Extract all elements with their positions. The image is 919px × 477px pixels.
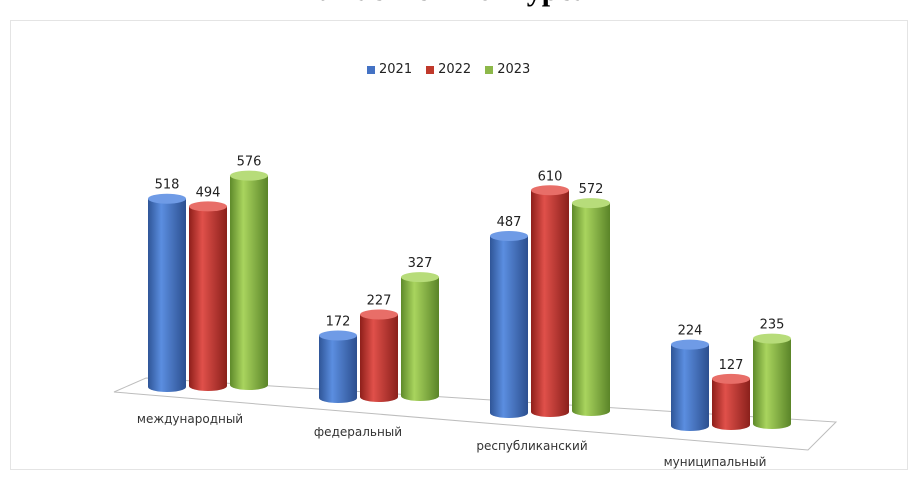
data-label: 172 [326,314,351,329]
bar-top [671,339,709,350]
category-label: федеральный [314,425,402,439]
bar-body [572,203,610,416]
legend: 2021 2022 2023 [367,62,530,77]
bar-body [230,175,268,390]
bar-2023-3 [753,333,791,429]
legend-item-2022: 2022 [426,62,471,77]
bar-body [531,190,569,417]
category-label: республиканский [476,439,587,453]
bar-top [189,201,227,212]
data-label: 572 [579,182,604,197]
bar-body [189,206,227,391]
bar-body [671,344,709,431]
bar-2023-0 [230,170,268,390]
bar-top [572,198,610,209]
bar-2023-2 [572,198,610,416]
legend-item-2023: 2023 [485,62,530,77]
bar-2021-1 [319,330,357,403]
bar-body [712,378,750,430]
bar-top [490,230,528,241]
bar-top [401,272,439,283]
data-label: 494 [196,185,221,200]
category-label: муниципальный [664,455,767,469]
bar-2022-0 [189,201,227,391]
legend-label-2023: 2023 [497,62,531,77]
page-title: Участие в конкурсах [0,0,919,8]
bar-2022-2 [531,185,569,417]
bar-top [230,170,268,181]
data-label: 224 [678,324,703,339]
data-label: 576 [237,155,262,170]
data-label: 327 [408,256,433,271]
bar-2022-3 [712,373,750,430]
data-label: 487 [497,215,522,230]
bar-top [148,193,186,204]
category-label: международный [137,412,243,426]
data-label: 518 [155,178,180,193]
bar-body [148,198,186,392]
data-label: 227 [367,293,392,308]
bar-body [490,235,528,418]
bar-body [360,314,398,402]
data-label: 235 [760,318,785,333]
bar-2022-1 [360,309,398,402]
bar-top [712,373,750,384]
bar-body [753,338,791,429]
bar-top [319,330,357,341]
legend-label-2021: 2021 [379,62,413,77]
legend-swatch-2022 [426,65,435,74]
bar-2023-1 [401,272,439,401]
data-label: 610 [538,169,563,184]
legend-swatch-2023 [485,65,494,74]
data-label: 127 [719,358,744,373]
legend-item-2021: 2021 [367,62,412,77]
bar-top [360,309,398,320]
bar-2021-0 [148,193,186,392]
bar-body [319,335,357,403]
bar-body [401,277,439,401]
chart-area [10,20,908,470]
bar-top [753,333,791,344]
legend-label-2022: 2022 [438,62,472,77]
legend-swatch-2021 [367,65,375,74]
bar-2021-3 [671,339,709,431]
bar-top [531,185,569,196]
bar-2021-2 [490,230,528,418]
